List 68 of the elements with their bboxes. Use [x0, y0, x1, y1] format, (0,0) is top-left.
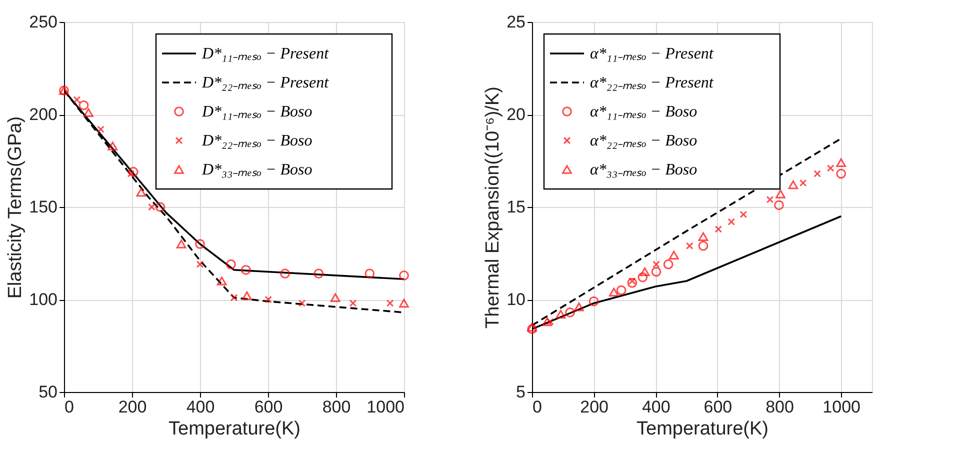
y-tick-label: 5: [516, 382, 526, 402]
point: [542, 317, 552, 326]
point: [668, 250, 679, 260]
legend-label: α*₂₂₋ₘₑₛₒ − Present: [590, 74, 714, 92]
point: [740, 210, 748, 218]
x-tick-label: 400: [186, 398, 215, 416]
point: [574, 302, 584, 312]
legend-label: α*₂₂₋ₘₑₛₒ − Boso: [590, 132, 698, 150]
point: [652, 260, 660, 268]
point: [527, 322, 537, 332]
y-tick-label: 20: [506, 105, 526, 124]
x-tick-label: 200: [118, 398, 147, 416]
point: [788, 180, 798, 190]
point: [686, 242, 694, 250]
y-axis-title: Elasticity Terms(GPa): [5, 116, 26, 299]
legend-label: α*₁₁₋ₘₑₛₒ − Boso: [590, 104, 698, 120]
x-tick-label: 800: [322, 398, 351, 416]
point: [698, 232, 708, 241]
x-tick-label: 600: [704, 398, 732, 416]
y-tick-label: 15: [506, 198, 526, 216]
point: [608, 288, 619, 296]
point: [616, 285, 626, 296]
x-axis-title: Temperature(K): [168, 418, 300, 440]
point: [588, 296, 599, 306]
point: [776, 190, 786, 198]
y-tick-label: 100: [29, 290, 58, 309]
legend-label: α*₁₁₋ₘₑₛₒ − Present: [590, 46, 714, 62]
point: [651, 266, 662, 277]
x-tick-label: 200: [580, 398, 609, 416]
point: [799, 179, 807, 187]
y-tick-label: 10: [506, 290, 526, 309]
point: [628, 277, 636, 285]
point: [627, 278, 638, 288]
x-tick-label: 400: [642, 398, 670, 416]
point: [728, 218, 736, 226]
point: [766, 196, 774, 204]
legend-label: D*₂₂₋ₘₑₛₒ − Boso: [201, 132, 312, 150]
legend-label: D*₁₁₋ₘₑₛₒ − Boso: [201, 104, 312, 120]
x-tick-label: 0: [532, 398, 542, 416]
point: [638, 272, 648, 282]
y-tick-label: 150: [29, 198, 58, 216]
point: [698, 240, 708, 251]
y-tick-label: 50: [38, 382, 58, 402]
x-axis-title: Temperature(K): [636, 418, 768, 440]
point: [527, 324, 537, 334]
point: [836, 158, 846, 167]
legend-label: α*₃₃₋ₘₑₛₒ − Boso: [590, 162, 698, 178]
point: [814, 170, 821, 178]
point: [774, 200, 784, 210]
y-tick-label: 25: [506, 12, 526, 32]
x-tick-label: 600: [254, 398, 283, 416]
y-tick-label: 200: [29, 105, 58, 124]
legend-label: D*₃₃₋ₘₑₛₒ − Boso: [201, 162, 312, 178]
point: [565, 308, 575, 318]
point: [640, 267, 650, 276]
point: [826, 164, 834, 172]
x-tick-label: 0: [64, 398, 74, 416]
x-tick-label: 800: [766, 398, 794, 416]
x-tick-label: 1000: [822, 398, 861, 416]
point: [836, 168, 846, 179]
point: [663, 259, 674, 270]
point: [714, 226, 722, 233]
legend-label: D*₂₂₋ₘₑₛₒ − Present: [201, 74, 330, 92]
legend-label: D*₁₁₋ₘₑₛₒ − Present: [201, 46, 330, 62]
point: [556, 310, 566, 319]
x-tick-label: 1000: [366, 398, 404, 416]
y-axis-title: Thermal Expansion((10⁻⁶)/K): [482, 86, 504, 328]
y-tick-label: 250: [29, 12, 58, 32]
